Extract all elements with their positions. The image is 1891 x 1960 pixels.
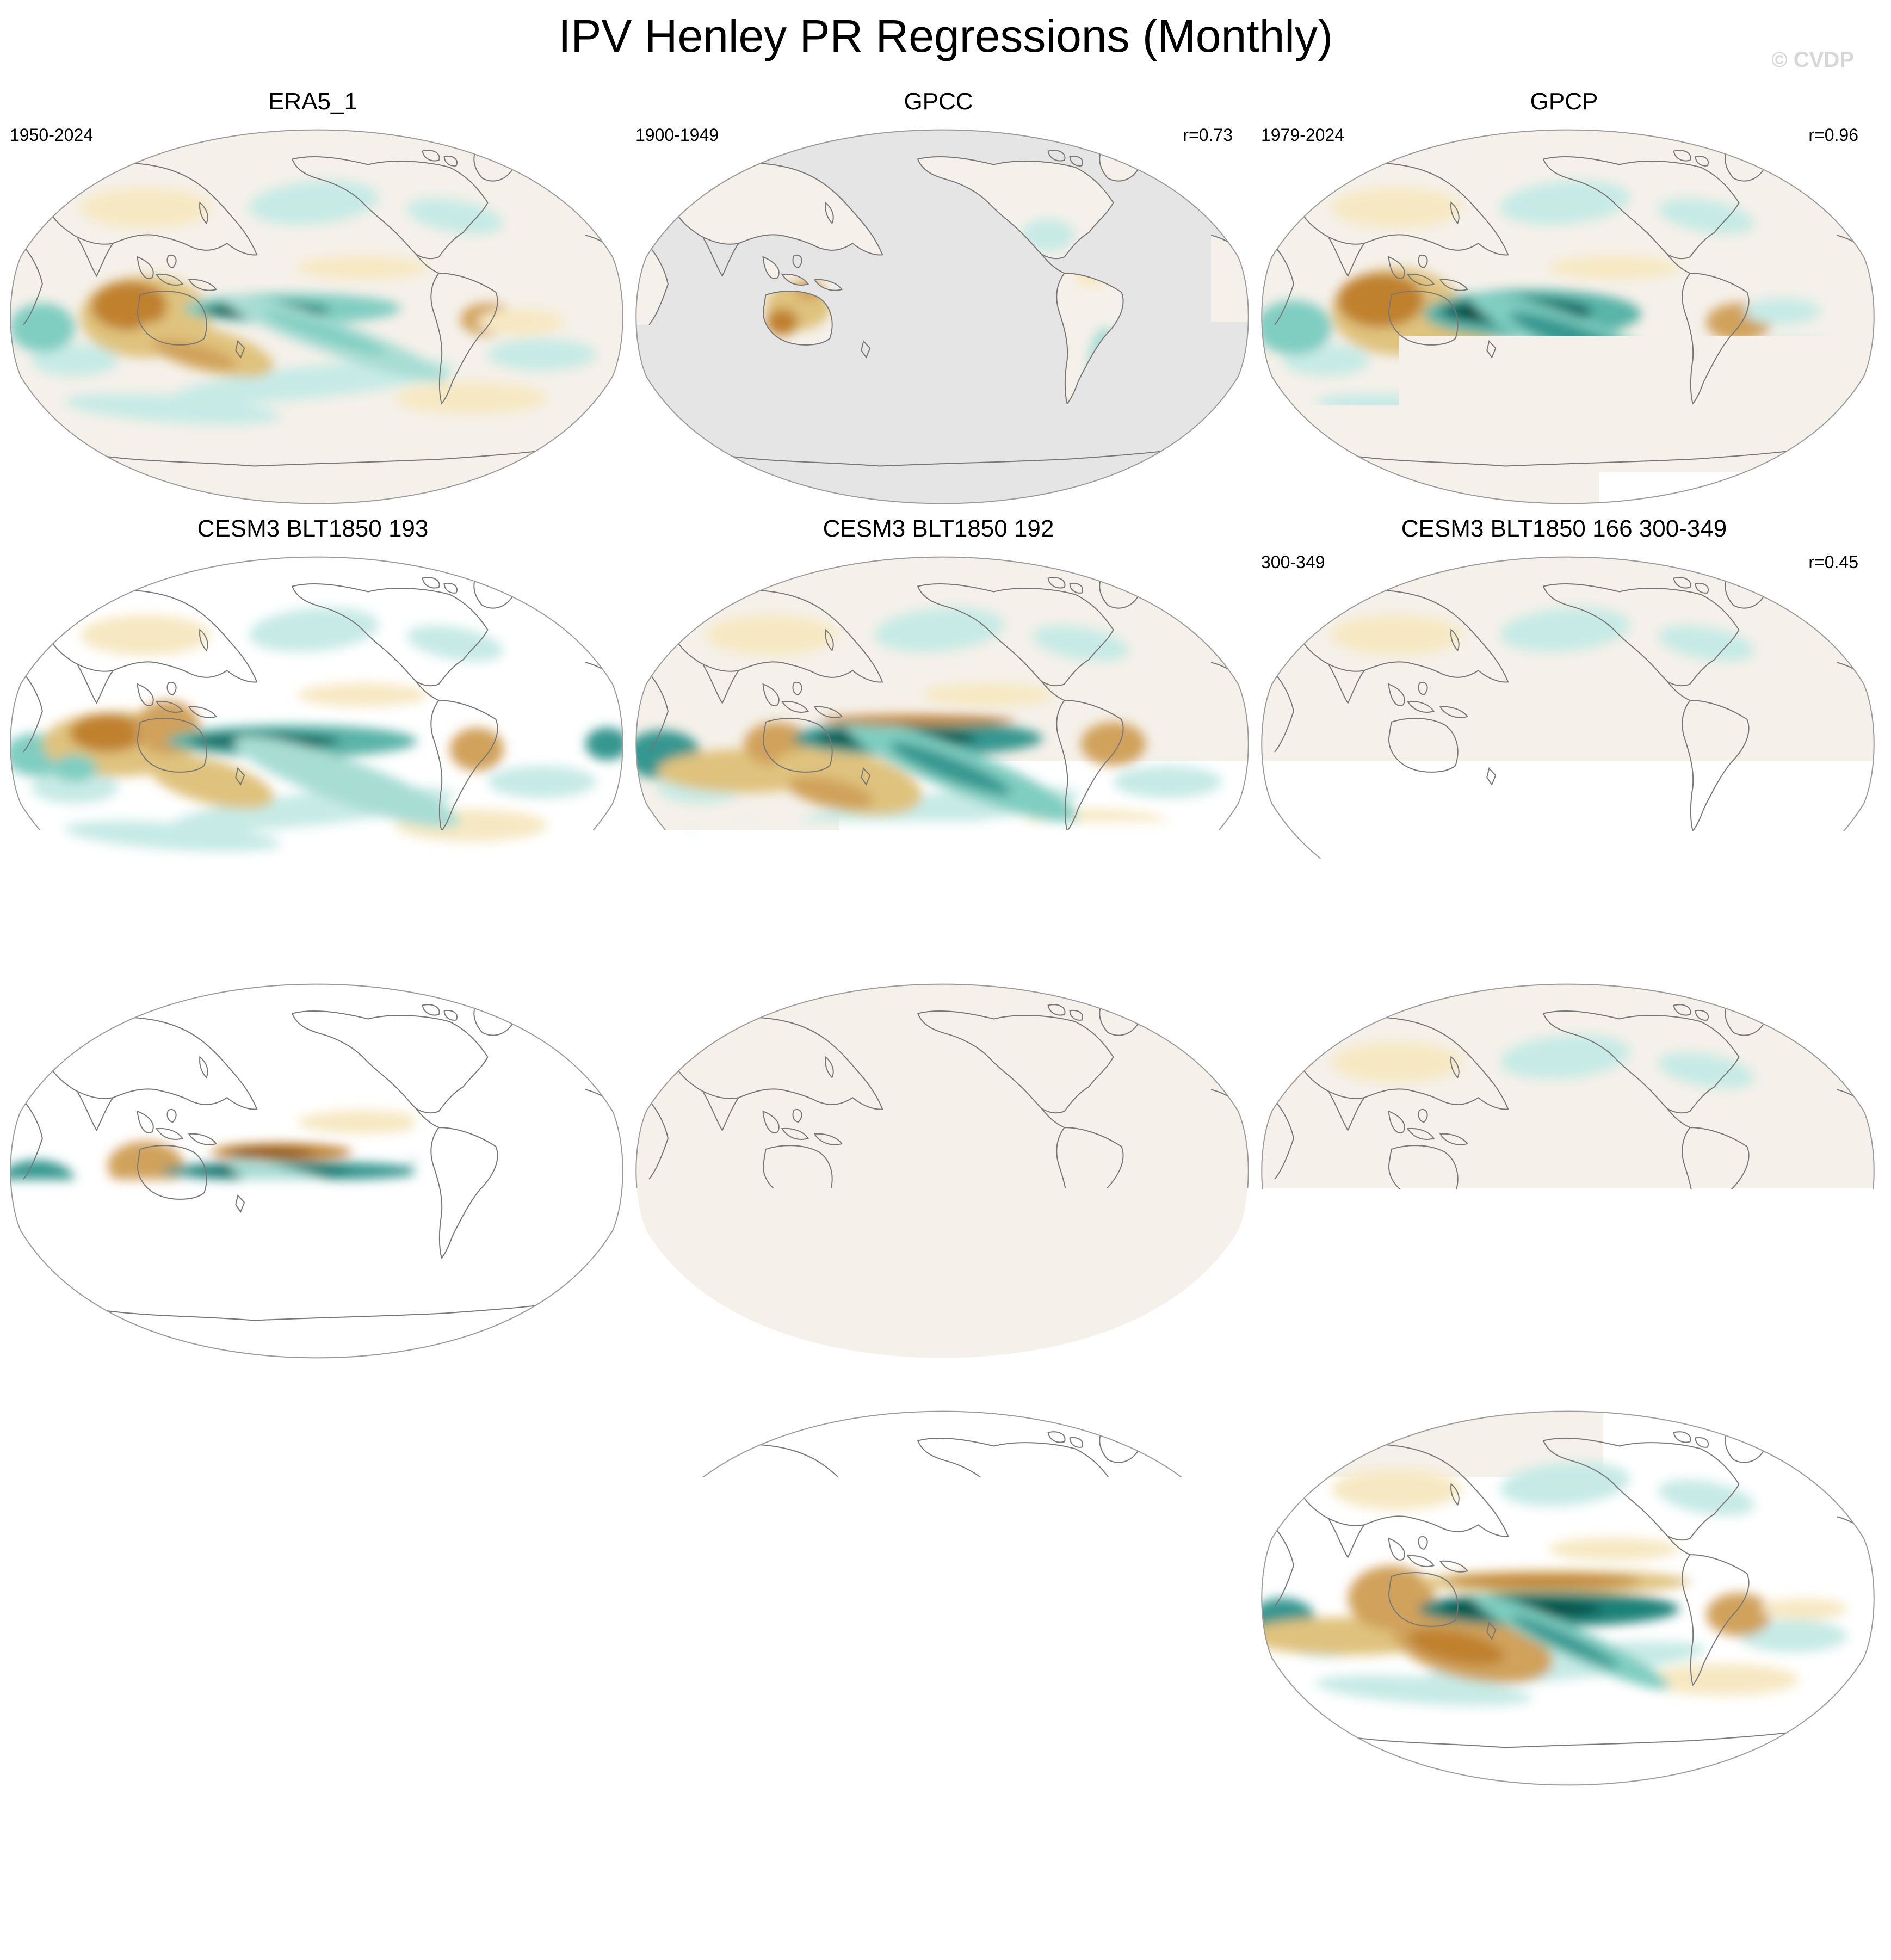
panel-title: CESM2 piControl B (626, 1366, 1251, 1400)
colorbar-units: mm/day /C (0, 1906, 1891, 1947)
robinson-map (10, 1408, 623, 1789)
robinson-map (1261, 981, 1875, 1361)
colorbar-box (1537, 1831, 1603, 1862)
robinson-map (1261, 553, 1875, 934)
colorbar-box (1406, 1831, 1472, 1862)
robinson-map (10, 126, 623, 507)
colorbar-tick-label: -0.75 (617, 1864, 747, 1904)
colorbar-tick-label: -4 (354, 1864, 484, 1904)
colorbar-tick-label: -0.25 (749, 1864, 879, 1904)
colorbar-box (1208, 1831, 1274, 1862)
colorbar-box (1077, 1831, 1142, 1862)
map-panel: GPCC 1900-1949 r=0.73 (626, 82, 1251, 495)
colorbar-box (814, 1831, 880, 1862)
colorbar-box (748, 1831, 814, 1862)
colorbar-tick-label: 0.25 (1011, 1864, 1142, 1904)
panel-title: GPCP (1251, 85, 1877, 119)
colorbar-box (1142, 1831, 1208, 1862)
colorbar-box (353, 1831, 419, 1862)
colorbar-tick-label: 0.75 (1143, 1864, 1274, 1904)
panel-title: CESM2 piControl C (0, 1366, 626, 1400)
map-panel: CESM3 BLT1850 166 250-299 250-299 r=0.44 (0, 936, 626, 1349)
robinson-map (635, 553, 1249, 934)
figure-title: IPV Henley PR Regressions (Monthly) (0, 3, 1891, 69)
colorbar-box (616, 1831, 682, 1862)
panel-title: CESM3 BLT1850 166 150-199 (1251, 939, 1877, 973)
map-panel: CESM2 piControl A 801-850 r=0.83 (1251, 1363, 1877, 1777)
colorbar-box (880, 1831, 946, 1862)
colorbar-box (419, 1831, 485, 1862)
watermark: © CVDP (1771, 48, 1854, 72)
robinson-map (635, 126, 1249, 507)
robinson-map (10, 981, 623, 1361)
panel-title: GPCC (626, 85, 1251, 119)
panel-title: CESM3 BLT1850 192 (626, 512, 1251, 546)
map-panel: CESM2 piControl C 1001-1050 r=0.85 (0, 1363, 626, 1777)
panel-title: CESM3 BLT1850 166 250-299 (0, 939, 626, 973)
map-panel: CESM3 BLT1850 192 3-52 r=0.69 (626, 509, 1251, 922)
panel-title: ERA5_1 (0, 85, 626, 119)
panel-title: CESM3 BLT1850 166 300-349 (1251, 512, 1877, 546)
robinson-map (635, 981, 1249, 1361)
panel-title: CESM3 BLT1850 193 (0, 512, 626, 546)
colorbar-box (682, 1831, 748, 1862)
colorbar-box (551, 1831, 616, 1862)
map-panel: CESM3 BLT1850 166 300-349 300-349 r=0.45 (1251, 509, 1877, 922)
colorbar-box (485, 1831, 551, 1862)
colorbar-box (1472, 1831, 1537, 1862)
robinson-map (635, 1408, 1249, 1789)
map-panel: GPCP 1979-2024 r=0.96 (1251, 82, 1877, 495)
colorbar-box (287, 1831, 353, 1862)
colorbar-box (1011, 1831, 1077, 1862)
map-panel: CESM3 BLT1850 166 150-199 150-199 r=0.53 (1251, 936, 1877, 1349)
colorbar (287, 1831, 1603, 1862)
panel-title: CESM3 BLT1850 166 200-249 (626, 939, 1251, 973)
map-panel: ERA5_1 1950-2024 (0, 82, 626, 495)
panel-title: CESM2 piControl A (1251, 1366, 1877, 1400)
colorbar-box (946, 1831, 1011, 1862)
colorbar-box (1340, 1831, 1406, 1862)
colorbar-tick-label: 0 (880, 1864, 1011, 1904)
colorbar-tick-label: 2 (1275, 1864, 1405, 1904)
robinson-map (1261, 126, 1875, 507)
robinson-map (1261, 1408, 1875, 1789)
map-panel: CESM3 BLT1850 193 1-40 r=0.64 (0, 509, 626, 922)
colorbar-tick-label: 4 (1406, 1864, 1537, 1904)
map-panel: CESM3 BLT1850 166 200-249 200-249 r=0.42 (626, 936, 1251, 1349)
map-panel: CESM2 piControl B 901-950 r=0.82 (626, 1363, 1251, 1777)
colorbar-box (1274, 1831, 1340, 1862)
colorbar-tick-label: -2 (485, 1864, 616, 1904)
robinson-map (10, 553, 623, 934)
